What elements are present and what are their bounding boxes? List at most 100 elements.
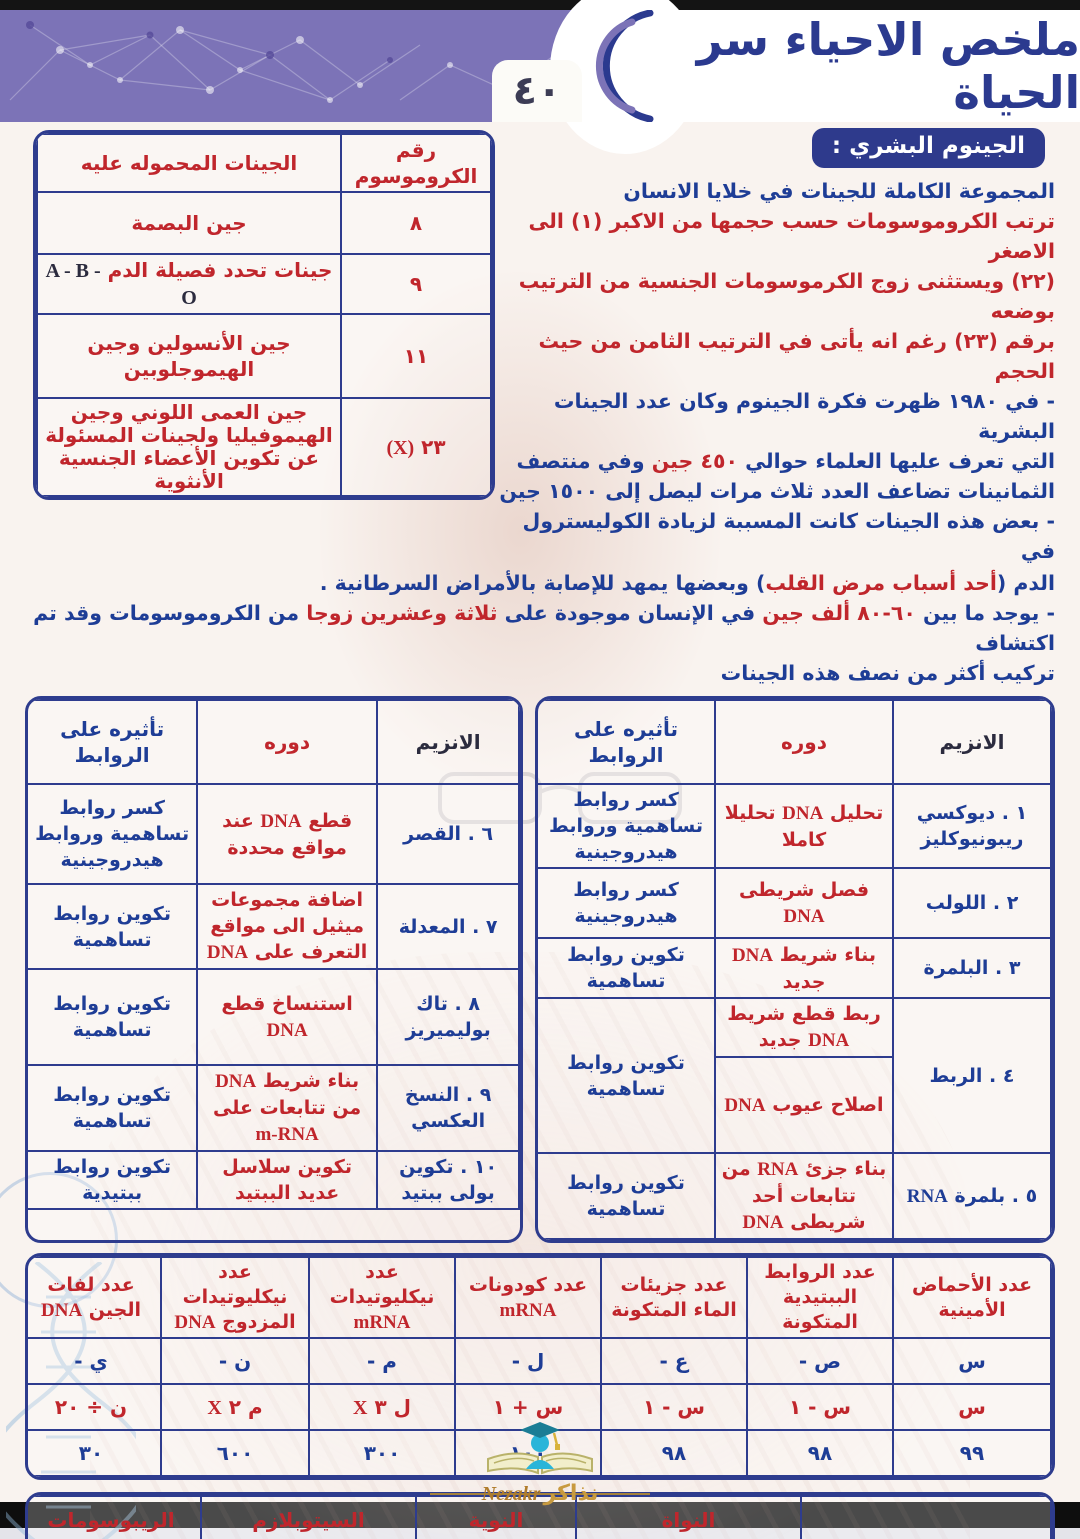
text-segment: تكوين روابط تساهمية bbox=[567, 944, 685, 992]
enzyme-bonds-cell: كسر روابط تساهمية وروابط هيدروجينية bbox=[28, 783, 199, 885]
text-segment: ٣ . البلمرة bbox=[923, 957, 1021, 979]
enzyme-bonds-cell: كسر روابط تساهمية وروابط هيدروجينية bbox=[538, 783, 716, 869]
enzyme-bonds-cell: تكوين روابط تساهمية bbox=[28, 968, 199, 1066]
text-segment: X bbox=[353, 1396, 368, 1419]
text-segment: بناء شريط bbox=[256, 1070, 360, 1092]
text-segment: النوية bbox=[468, 1507, 524, 1532]
enzyme-bonds-cell: تكوين روابط تساهمية bbox=[538, 937, 716, 999]
counts-value-cell: س + ١ bbox=[454, 1383, 602, 1431]
genome-text-line: المجموعة الكاملة للجينات في خلايا الانسا… bbox=[495, 176, 1055, 206]
text-segment: DNA bbox=[266, 1019, 308, 1041]
text-segment: ١٠ . تكوين بولى ببتيد bbox=[399, 1156, 498, 1204]
text-segment: mRNA bbox=[353, 1312, 411, 1333]
genome-text-line: برقم (٢٣) رغم انه يأتى في الترتيب الثامن… bbox=[495, 326, 1055, 386]
text-segment: ربط قطع شريط bbox=[727, 1003, 881, 1025]
text-segment: ٢ . اللولب bbox=[925, 892, 1019, 914]
text-segment: ٥ . بلمرة bbox=[947, 1184, 1038, 1207]
table-row: رقم الكروموسوم الجينات المحموله عليه bbox=[36, 133, 492, 193]
text-segment: ١١ bbox=[403, 344, 429, 368]
table-row: ٣ . البلمرة بناء شريط DNA جديد تكوين روابط… bbox=[538, 937, 1052, 999]
counts-value-cell: ٩٨ bbox=[600, 1429, 748, 1477]
nezakr-logo: نذاكر Nezakr bbox=[430, 1417, 650, 1506]
table-row: ٨ جين البصمة bbox=[36, 191, 492, 255]
text-segment: استنساخ قطع bbox=[221, 992, 353, 1015]
text-segment: - بعض هذه الجينات كانت المسببة لزيادة ال… bbox=[522, 509, 1055, 563]
counts-value-cell: ع - bbox=[600, 1337, 748, 1385]
genome-text-line: - في ١٩٨٠ ظهرت فكرة الجينوم وكان عدد الج… bbox=[495, 386, 1055, 446]
enzyme-role-cell: اضافة مجموعات ميثيل الى مواقع التعرف على… bbox=[196, 883, 379, 970]
text-segment: جديد bbox=[758, 1029, 809, 1051]
text-segment: الانزيم bbox=[415, 730, 481, 754]
text-segment: DNA bbox=[41, 1299, 83, 1321]
text-segment: كسر روابط تساهمية وروابط هيدروجينية bbox=[35, 797, 190, 871]
text-segment: ١ . ديوكسي ريبونيوكليز bbox=[916, 802, 1028, 850]
enzyme-name-cell: ١٠ . تكوين بولى ببتيد bbox=[376, 1150, 521, 1210]
text-segment: تكوين سلاسل عديد الببتيد bbox=[222, 1156, 352, 1204]
counts-value-cell: ل - bbox=[454, 1337, 602, 1385]
table-row: ١١ جين الأنسولين وجين الهيموجلوبين bbox=[36, 313, 492, 399]
enzyme-name-cell: ٨ . تاك بوليميريز bbox=[376, 968, 521, 1066]
enzyme-role-cell: بناء جزئ RNA من تتابعات أحد شريطى DNA bbox=[714, 1152, 894, 1240]
genome-section: الجينوم البشري : رقم الكروموسوم الجينات ا… bbox=[25, 122, 1055, 688]
text-segment: RNA bbox=[757, 1159, 799, 1180]
text-segment: ل ٣ bbox=[367, 1394, 411, 1419]
text-segment: تأثيره على الروابط bbox=[60, 717, 165, 767]
text-segment: ل - bbox=[511, 1349, 545, 1373]
counts-table: عدد الأحماض الأمينية عدد الروابط الببتيدي… bbox=[28, 1256, 1052, 1477]
text-segment: تركيب أكثر من نصف هذه الجينات bbox=[720, 661, 1055, 685]
enzyme-name-cell: ٣ . البلمرة bbox=[892, 937, 1052, 999]
enzyme-role-cell: بناء شريط DNA جديد bbox=[714, 937, 894, 999]
enzyme-name-cell: ١ . ديوكسي ريبونيوكليز bbox=[892, 783, 1052, 869]
counts-header-cell: عدد جزيئات الماء المتكونة bbox=[600, 1256, 748, 1339]
enzyme-role-cell: تكوين سلاسل عديد الببتيد bbox=[196, 1150, 379, 1210]
text-segment: DNA bbox=[783, 905, 825, 927]
network-pattern-icon bbox=[9, 21, 556, 103]
table-row: ٤ . الربط ربط قطع شريط DNA جديد تكوين رواب… bbox=[538, 997, 1052, 1154]
text-segment: من تتابعات أحد شريطى bbox=[721, 1158, 866, 1233]
table-row: عدد الأحماض الأمينية عدد الروابط الببتيدي… bbox=[28, 1256, 1052, 1339]
table-row: ٩٩ ٩٨ ٩٨ ١٠٠ ٣٠٠ ٦٠٠ ٣٠ bbox=[28, 1429, 1052, 1477]
text-segment: من تتابعات على bbox=[213, 1097, 362, 1119]
enzyme-table-left-wrapper: الانزيم دوره تأثيره على الروابط ٦ . القصر قط… bbox=[25, 696, 524, 1243]
text-segment: النواة bbox=[661, 1507, 716, 1532]
counts-header-cell: عدد الأحماض الأمينية bbox=[892, 1256, 1052, 1339]
chromosome-table-wrapper: رقم الكروموسوم الجينات المحموله عليه ٨ جين … bbox=[33, 130, 495, 500]
genome-badge: الجينوم البشري : bbox=[811, 128, 1045, 168]
text-segment: m-RNA bbox=[255, 1124, 319, 1145]
text-segment: ) وبعضها يمهد للإصابة بالأمراض السرطانية… bbox=[319, 571, 766, 595]
text-segment: - في ١٩٨٠ ظهرت فكرة الجينوم وكان عدد الج… bbox=[553, 389, 1055, 443]
enzyme-table-6-10: الانزيم دوره تأثيره على الروابط ٦ . القصر قط… bbox=[28, 699, 521, 1210]
enzyme-bonds-cell: تكوين روابط تساهمية bbox=[28, 883, 199, 970]
text-segment: ٩٨ bbox=[661, 1441, 687, 1465]
enzyme-bonds-cell: تكوين روابط تساهمية bbox=[538, 997, 716, 1154]
counts-header-cell: عدد لفات الجين DNA bbox=[28, 1256, 162, 1339]
text-segment: بناء جزئ bbox=[798, 1158, 887, 1180]
text-segment: DNA bbox=[206, 942, 249, 963]
page-number: ٤٠ bbox=[512, 68, 562, 114]
location-header-cell: النواة bbox=[575, 1495, 802, 1539]
bonds-header: تأثيره على الروابط bbox=[538, 699, 716, 785]
counts-value-cell: ن ÷ ٢٠ bbox=[28, 1383, 162, 1431]
text-segment: mRNA bbox=[499, 1299, 557, 1321]
role-header: دوره bbox=[714, 699, 894, 785]
text-segment: تكوين روابط ببتيدية bbox=[53, 1156, 171, 1204]
genome-text-line: الثمانينات تضاعف العدد ثلاث مرات ليصل إل… bbox=[495, 476, 1055, 506]
counts-value-cell: س - ١ bbox=[600, 1383, 748, 1431]
logo-text: نذاكر Nezakr bbox=[430, 1481, 650, 1506]
page-title: ملخص الاحياء سر الحياة bbox=[696, 13, 1080, 119]
genes-header: الجينات المحموله عليه bbox=[36, 133, 343, 193]
text-segment: تكوين روابط تساهمية bbox=[53, 1084, 171, 1132]
counts-value-cell: ٣٠ bbox=[28, 1429, 162, 1477]
text-segment: تكوين روابط تساهمية bbox=[567, 1051, 685, 1100]
graduation-book-icon bbox=[487, 1422, 593, 1475]
text-segment: ألف جين bbox=[755, 601, 858, 625]
text-segment: ع - bbox=[659, 1349, 689, 1373]
text-segment: س bbox=[958, 1349, 986, 1373]
text-segment: ٩ . النسخ العكسي bbox=[404, 1084, 492, 1132]
text-segment: ن ÷ ٢٠ bbox=[54, 1395, 128, 1419]
page-header: ملخص الاحياء سر الحياة bbox=[0, 0, 1080, 154]
text-segment: تأثيره على الروابط bbox=[574, 717, 678, 767]
text-segment: جديد bbox=[782, 970, 826, 993]
enzyme-table-1-5: الانزيم دوره تأثيره على الروابط ١ . ديوكسي … bbox=[538, 699, 1052, 1240]
